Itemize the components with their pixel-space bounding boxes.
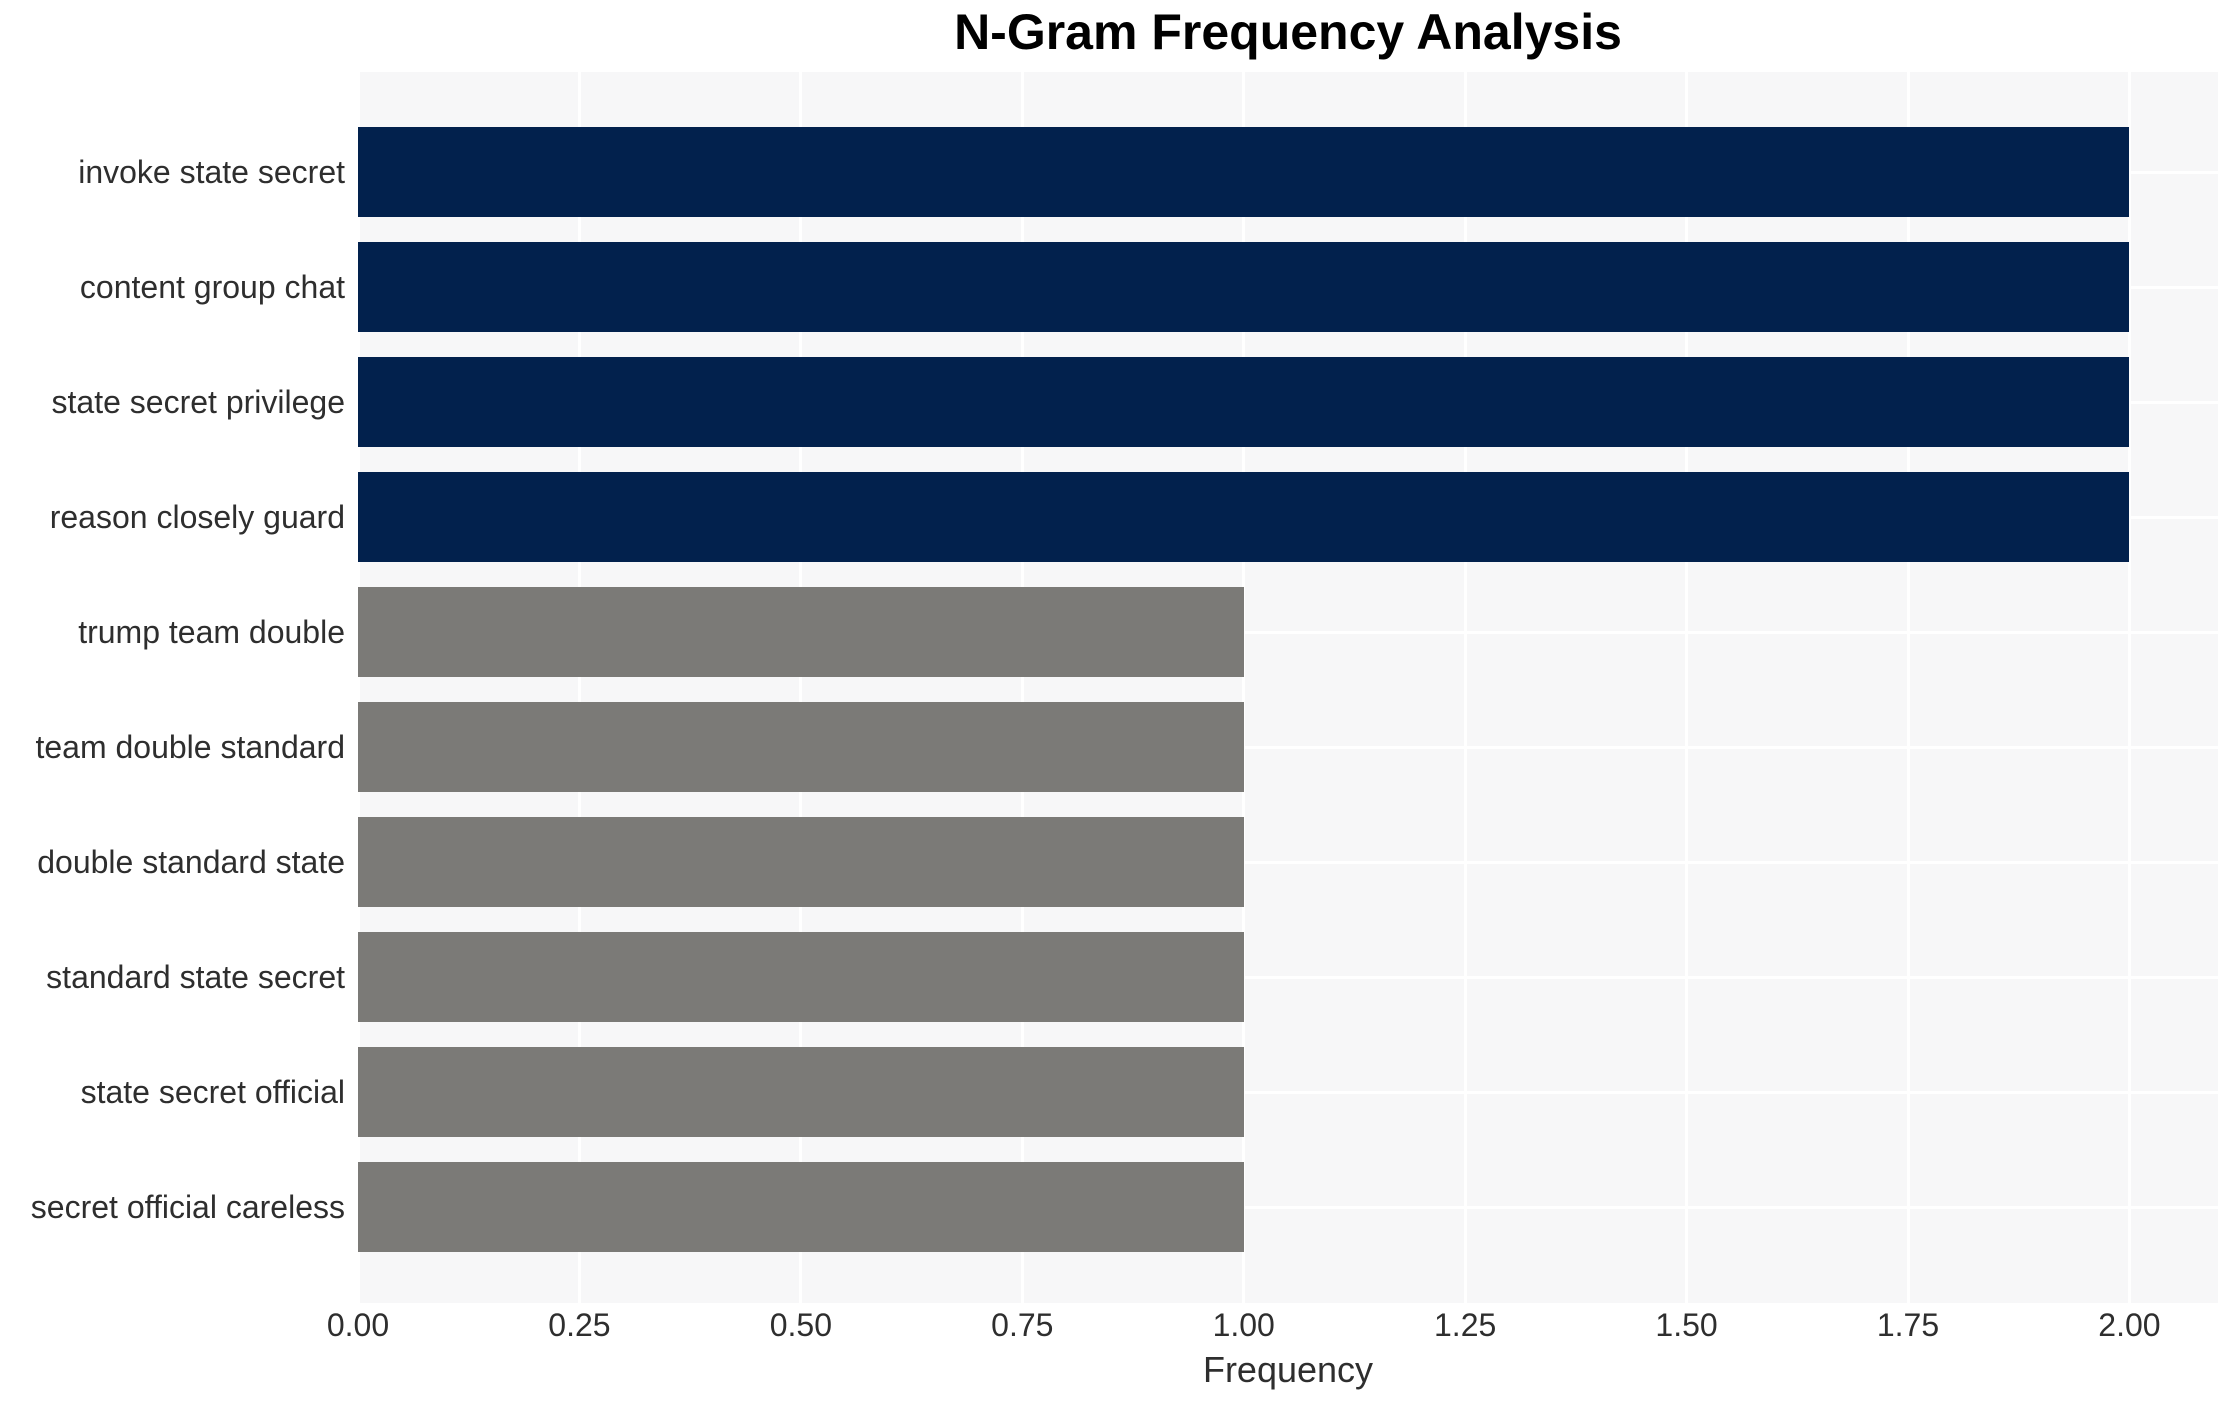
x-tick-label: 1.75 [1876,1307,1940,1343]
bar [358,817,1244,907]
v-gridline [1242,72,1246,1303]
h-gridline [358,630,2218,634]
y-tick-label: secret official careless [30,1189,345,1225]
h-gridline [358,745,2218,749]
y-tick-label: reason closely guard [49,499,345,535]
chart-title: N-Gram Frequency Analysis [954,4,1622,60]
v-gridline [1020,72,1024,1303]
v-gridline [1463,72,1467,1303]
bar [358,932,1244,1022]
v-gridline [577,72,581,1303]
x-tick-label: 0.50 [769,1307,832,1343]
bar [358,587,1244,677]
bar [358,472,2130,562]
x-tick-label: 1.50 [1655,1307,1718,1343]
bar [358,357,2130,447]
plot-area [356,72,2218,1303]
y-tick-label: state secret privilege [51,384,345,420]
y-tick-label: team double standard [35,729,345,765]
bar [358,1047,1244,1137]
v-gridline [356,72,360,1303]
v-gridline [2127,72,2131,1303]
v-gridline [1906,72,1910,1303]
x-axis-title: Frequency [1202,1349,1374,1390]
x-tick-label: 1.25 [1434,1307,1497,1343]
x-tick-label: 1.00 [1212,1307,1275,1343]
y-tick-label: invoke state secret [78,154,345,190]
x-tick-label: 0.00 [326,1307,390,1343]
y-tick-label: state secret official [80,1074,345,1110]
h-gridline [358,860,2218,864]
bar [358,242,2130,332]
x-tick-label: 2.00 [2098,1307,2161,1343]
h-gridline [358,1205,2218,1209]
bar [358,127,2130,217]
y-tick-label: trump team double [78,614,345,650]
v-gridline [799,72,803,1303]
y-tick-label: double standard state [37,844,345,880]
v-gridline [1685,72,1689,1303]
h-gridline [358,975,2218,979]
bar [358,702,1244,792]
x-tick-label: 0.75 [991,1307,1054,1343]
bar [358,1162,1244,1252]
h-gridline [358,1090,2218,1094]
x-tick-label: 0.25 [548,1307,611,1343]
y-tick-label: content group chat [79,269,345,305]
y-tick-label: standard state secret [46,959,345,995]
